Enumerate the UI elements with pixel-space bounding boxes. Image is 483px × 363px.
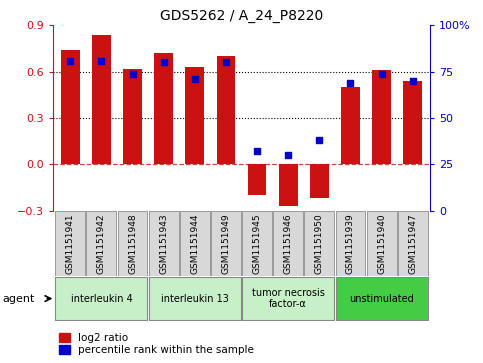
Bar [216,56,235,164]
Point [284,152,292,158]
Bar [180,211,210,276]
Text: GSM1151947: GSM1151947 [408,213,417,274]
Text: GSM1151943: GSM1151943 [159,213,168,274]
Bar [242,277,334,320]
Bar [149,277,241,320]
Bar [56,277,147,320]
Bar [149,211,179,276]
Point [128,71,136,77]
Bar [61,50,80,164]
Text: unstimulated: unstimulated [349,294,414,303]
Bar [242,211,272,276]
Text: interleukin 13: interleukin 13 [161,294,229,303]
Text: agent: agent [2,294,35,303]
Text: interleukin 4: interleukin 4 [71,294,132,303]
Point [98,58,105,64]
Text: GSM1151942: GSM1151942 [97,213,106,274]
Text: GSM1151946: GSM1151946 [284,213,293,274]
Bar [273,211,303,276]
Point [378,71,385,77]
Bar [279,164,298,206]
Bar [336,211,366,276]
Bar [367,211,397,276]
Point [347,80,355,86]
Point [315,137,323,143]
Bar [123,69,142,164]
Text: GSM1151944: GSM1151944 [190,213,199,274]
Bar [310,164,328,198]
Bar [336,277,427,320]
Bar [185,67,204,164]
Bar [372,70,391,164]
Legend: log2 ratio, percentile rank within the sample: log2 ratio, percentile rank within the s… [58,332,255,356]
Text: tumor necrosis
factor-α: tumor necrosis factor-α [252,288,325,309]
Text: GSM1151950: GSM1151950 [315,213,324,274]
Bar [155,53,173,164]
Text: GSM1151939: GSM1151939 [346,213,355,274]
Bar [341,87,360,164]
Text: GSM1151940: GSM1151940 [377,213,386,274]
Bar [248,164,267,195]
Text: GSM1151945: GSM1151945 [253,213,262,274]
Text: GSM1151948: GSM1151948 [128,213,137,274]
Point [409,78,417,84]
Bar [403,81,422,164]
Point [222,60,230,65]
Text: GSM1151941: GSM1151941 [66,213,75,274]
Point [66,58,74,64]
Point [191,76,199,82]
Title: GDS5262 / A_24_P8220: GDS5262 / A_24_P8220 [160,9,323,23]
Point [160,60,168,65]
Bar [86,211,116,276]
Bar [211,211,241,276]
Point [253,148,261,154]
Bar [398,211,427,276]
Text: GSM1151949: GSM1151949 [221,213,230,274]
Bar [304,211,334,276]
Bar [56,211,85,276]
Bar [117,211,147,276]
Bar [92,35,111,164]
